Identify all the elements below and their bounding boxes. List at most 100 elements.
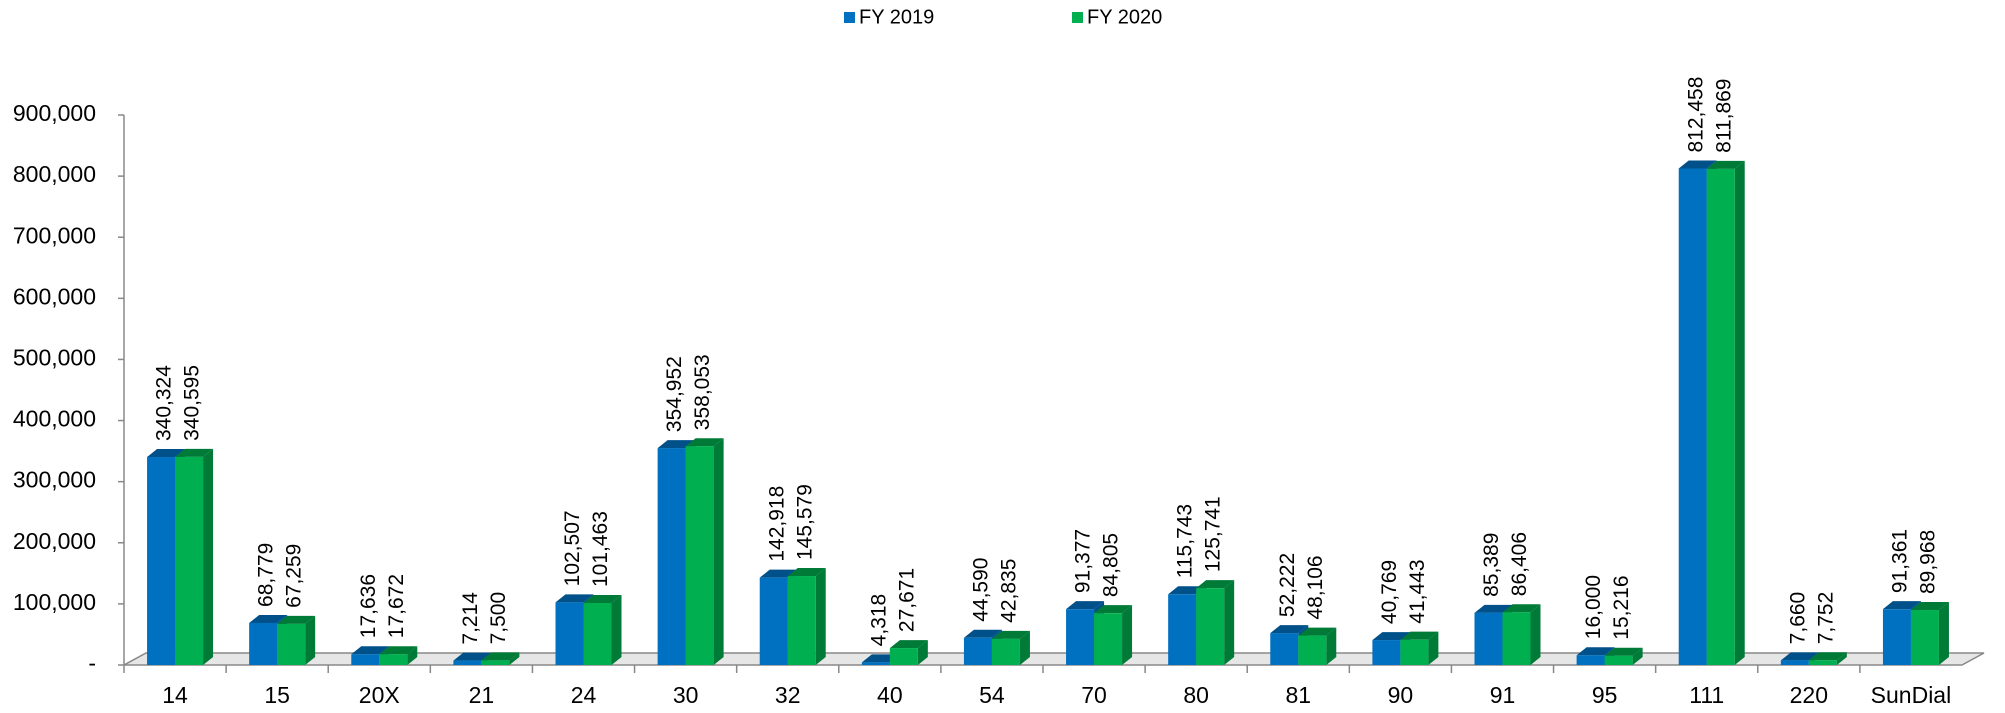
value-label: 7,214: [459, 592, 482, 645]
bar-top: [175, 448, 214, 457]
bar: [787, 576, 816, 665]
bar: [351, 654, 380, 665]
x-tick-label: 81: [1285, 682, 1311, 708]
legend-label: FY 2019: [859, 6, 934, 28]
bar-side: [509, 652, 520, 665]
value-label: 89,968: [1916, 530, 1939, 594]
bar-side: [1122, 605, 1133, 665]
bar: [1400, 639, 1429, 665]
bar-top: [351, 646, 390, 655]
x-tick-label: 40: [877, 682, 903, 708]
bar-top: [1196, 580, 1235, 589]
bar: [1678, 168, 1707, 665]
bar: [1808, 660, 1837, 665]
y-tick-label: 600,000: [13, 283, 96, 309]
x-tick-label: 111: [1689, 682, 1724, 708]
y-tick-label: 400,000: [13, 406, 96, 432]
bar: [1298, 635, 1327, 665]
value-label: 812,458: [1684, 77, 1707, 153]
legend-swatch: [844, 12, 855, 23]
bar-side: [407, 646, 418, 665]
value-label: 145,579: [793, 484, 816, 560]
bar-side: [1019, 630, 1030, 665]
value-label: 48,106: [1304, 555, 1327, 619]
bar: [1066, 609, 1095, 665]
bar-side: [203, 448, 214, 665]
value-label: 7,660: [1786, 592, 1809, 645]
y-tick-label: 500,000: [13, 345, 96, 371]
bar: [277, 623, 306, 665]
y-tick-label: 900,000: [13, 100, 96, 126]
x-tick-label: 90: [1388, 682, 1414, 708]
value-label: 142,918: [765, 486, 788, 562]
value-label: 811,869: [1712, 78, 1735, 152]
x-tick-label: 20X: [359, 682, 400, 708]
bar: [759, 577, 788, 665]
bar: [685, 446, 714, 665]
bar-top: [889, 640, 928, 649]
y-tick-label: 100,000: [13, 589, 96, 615]
bar-top: [1474, 604, 1513, 613]
value-label: 44,590: [969, 558, 992, 622]
value-label: 86,406: [1508, 532, 1531, 596]
bar-side: [305, 615, 316, 665]
x-tick-label: 14: [162, 682, 188, 708]
bar-top: [249, 614, 288, 623]
bar-side: [1326, 627, 1337, 665]
bar-top: [1882, 601, 1921, 610]
bar: [481, 660, 510, 665]
bar-side: [713, 438, 724, 665]
value-label: 85,389: [1480, 533, 1503, 597]
bar-top: [1604, 647, 1643, 656]
y-tick-label: 800,000: [13, 161, 96, 187]
x-tick-label: 91: [1490, 682, 1516, 708]
bar-top: [963, 629, 1002, 638]
value-label: 340,324: [153, 365, 176, 441]
value-label: 17,636: [357, 574, 380, 638]
bar-side: [1632, 647, 1643, 665]
value-label: 7,752: [1814, 592, 1837, 645]
y-tick-label: 700,000: [13, 222, 96, 248]
x-tick-label: SunDial: [1871, 682, 1952, 708]
value-label: 115,743: [1174, 504, 1197, 578]
bar-side: [1938, 602, 1949, 665]
bar-top: [1298, 627, 1337, 636]
x-tick-label: 95: [1592, 682, 1618, 708]
bar: [379, 654, 408, 665]
value-label: 67,259: [283, 544, 306, 608]
bar: [583, 602, 612, 665]
bar-top: [1706, 160, 1745, 169]
y-tick-label: -: [88, 650, 96, 676]
x-tick-label: 24: [571, 682, 597, 708]
x-tick-label: 15: [264, 682, 290, 708]
x-tick-label: 70: [1081, 682, 1107, 708]
x-tick-label: 30: [673, 682, 699, 708]
bar-side: [1428, 631, 1439, 665]
legend-swatch: [1072, 12, 1083, 23]
value-label: 102,507: [561, 510, 584, 586]
bar-side: [1530, 604, 1541, 665]
x-tick-label: 32: [775, 682, 801, 708]
x-tick-label: 80: [1183, 682, 1209, 708]
bar: [453, 660, 482, 665]
bar-side: [1836, 652, 1847, 665]
bar-top: [1502, 604, 1541, 613]
bar-side: [1224, 580, 1235, 665]
bar-top: [1910, 602, 1949, 611]
bar: [1270, 633, 1299, 665]
bar-top: [1808, 652, 1847, 661]
y-tick-label: 300,000: [13, 467, 96, 493]
bar: [1576, 655, 1605, 665]
bar: [657, 448, 686, 665]
value-label: 42,835: [997, 559, 1020, 623]
bar-top: [555, 594, 594, 603]
bar-side: [611, 594, 622, 665]
value-label: 68,779: [255, 543, 278, 607]
bar: [555, 602, 584, 665]
bar-top: [1400, 631, 1439, 640]
bar: [963, 637, 992, 665]
bar: [1474, 612, 1503, 665]
bar: [1910, 610, 1939, 665]
bar-top: [685, 438, 724, 447]
